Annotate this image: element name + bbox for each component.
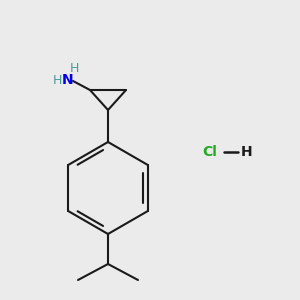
Text: H: H [52, 74, 62, 86]
Text: H: H [241, 145, 253, 159]
Text: H: H [69, 62, 79, 76]
Text: N: N [62, 73, 74, 87]
Text: Cl: Cl [202, 145, 217, 159]
